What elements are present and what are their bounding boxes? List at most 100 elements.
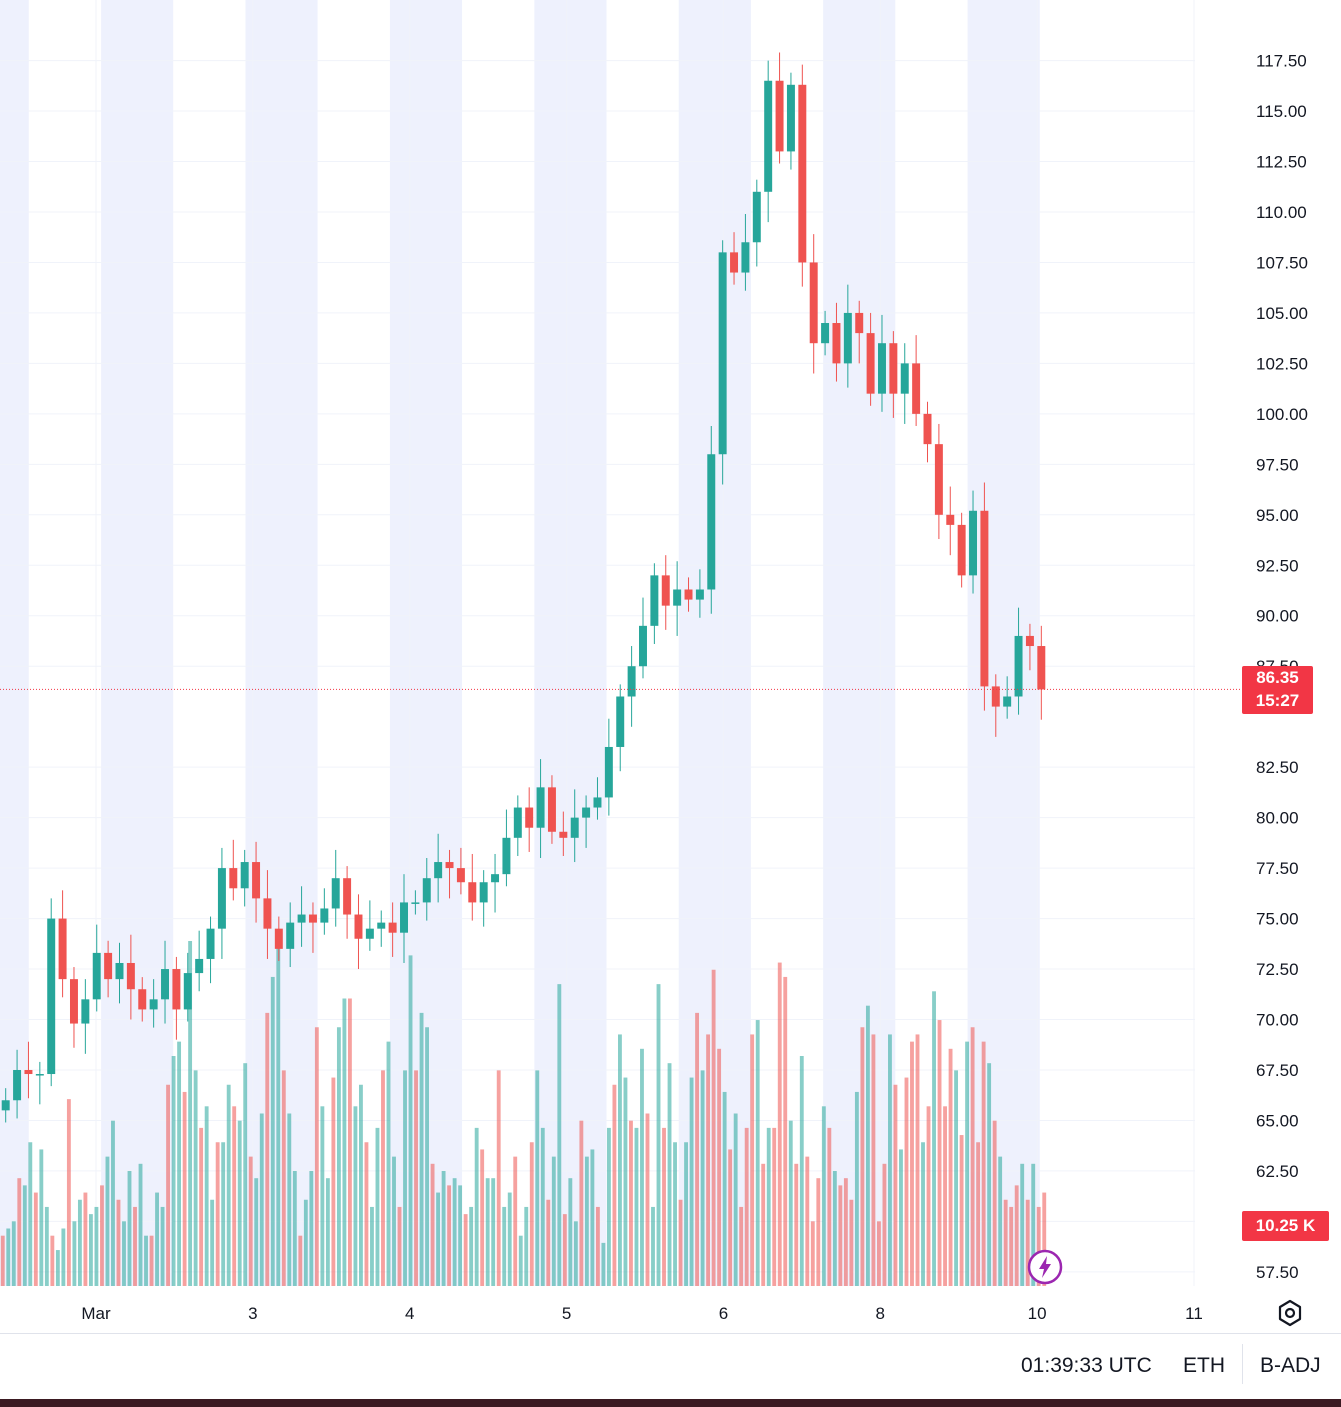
volume-bar-59 <box>325 1178 330 1286</box>
candle-14 <box>161 940 169 1024</box>
candle-21 <box>240 849 249 907</box>
volume-bar-63 <box>347 998 352 1286</box>
time-tick-1: 3 <box>248 1304 257 1323</box>
price-chart[interactable]: 117.50 115.00 112.50 110.00 107.50 105.00 102.… <box>0 0 1341 1333</box>
volume-bar-61 <box>336 1027 341 1286</box>
volume-bar-69 <box>381 1070 385 1286</box>
volume-bar-128 <box>706 1034 711 1286</box>
volume-bar-109 <box>601 1242 606 1286</box>
candle-40 <box>456 847 465 895</box>
price-tick-14: 80.00 <box>1256 809 1299 828</box>
candle-56 <box>639 597 647 679</box>
candle-76 <box>866 312 875 406</box>
candle-44 <box>502 809 511 887</box>
settings-icon[interactable] <box>1274 1297 1306 1329</box>
volume-bar-131 <box>722 1091 727 1286</box>
volume-bar-17 <box>94 1206 99 1286</box>
candle-25 <box>286 902 295 968</box>
candle-49 <box>559 811 568 856</box>
volume-bar-146 <box>805 1156 810 1286</box>
volume-bar-129 <box>711 969 716 1286</box>
volume-bar-120 <box>662 1127 666 1286</box>
candle-87 <box>991 674 1000 737</box>
volume-bar-175 <box>965 1041 970 1286</box>
candle-73 <box>832 302 841 382</box>
candle-52 <box>593 777 602 820</box>
volume-bar-140 <box>772 1127 777 1286</box>
volume-bar-45 <box>248 1156 253 1286</box>
candle-81 <box>923 401 932 463</box>
volume-bar-27 <box>149 1235 154 1286</box>
volume-bar-82 <box>452 1178 457 1286</box>
volume-bar-3 <box>17 1178 22 1286</box>
volume-bar-102 <box>562 1214 567 1286</box>
volume-bar-172 <box>948 1048 953 1286</box>
bar-countdown-label: 15:27 <box>1242 690 1313 714</box>
price-tick-9: 95.00 <box>1256 506 1299 525</box>
volume-bar-40 <box>221 1142 226 1286</box>
candle-7 <box>81 979 90 1054</box>
volume-bar-34 <box>188 941 193 1286</box>
candle-48 <box>547 775 556 844</box>
price-axis[interactable]: 117.50 115.00 112.50 110.00 107.50 105.00 102.… <box>1256 52 1308 1282</box>
price-tick-1: 115.00 <box>1256 102 1307 121</box>
volume-bar-47 <box>259 1113 264 1286</box>
candle-4 <box>47 898 56 1087</box>
volume-bar-177 <box>976 1142 981 1286</box>
volume-bar-113 <box>623 1077 628 1286</box>
candle-39 <box>445 849 454 899</box>
candle-26 <box>297 886 306 947</box>
price-tick-17: 72.50 <box>1256 960 1299 979</box>
candle-51 <box>582 795 591 848</box>
candle-33 <box>377 910 386 947</box>
candle-34 <box>388 902 397 957</box>
volume-bar-114 <box>629 1120 633 1286</box>
candle-60 <box>684 577 693 612</box>
volume-bar-174 <box>959 1135 964 1286</box>
currency-button[interactable]: ETH <box>1183 1354 1225 1377</box>
volume-bar-163 <box>899 1149 903 1286</box>
candle-31 <box>354 894 363 970</box>
price-tick-23: 57.50 <box>1256 1263 1299 1282</box>
volume-bar-173 <box>954 1070 959 1286</box>
volume-bar-178 <box>981 1041 986 1286</box>
volume-bar-71 <box>392 1156 396 1286</box>
candle-91 <box>1037 625 1046 720</box>
volume-bar-62 <box>342 998 347 1286</box>
volume-bar-22 <box>122 1221 126 1286</box>
clock-display[interactable]: 01:39:33 UTC <box>1021 1354 1152 1377</box>
volume-bar-38 <box>210 1199 215 1286</box>
candle-5 <box>58 890 67 998</box>
volume-bar-9 <box>50 1235 55 1286</box>
volume-bar-54 <box>298 1235 303 1286</box>
adjustment-button[interactable]: B-ADJ <box>1260 1354 1321 1377</box>
volume-bar-162 <box>893 1084 898 1286</box>
volume-bar-122 <box>673 1142 677 1286</box>
volume-bar-72 <box>397 1206 402 1286</box>
volume-bar-142 <box>783 976 788 1286</box>
volume-bar-46 <box>254 1178 259 1286</box>
volume-bar-84 <box>463 1214 468 1286</box>
volume-bar-96 <box>529 1142 534 1286</box>
volume-bar-97 <box>535 1070 540 1286</box>
volume-bar-0 <box>0 1235 5 1286</box>
volume-bar-167 <box>921 1142 925 1286</box>
lightning-icon[interactable] <box>1027 1249 1063 1285</box>
volume-bar-87 <box>480 1149 485 1286</box>
volume-bar-53 <box>292 1171 297 1286</box>
volume-bar-32 <box>177 1041 182 1286</box>
volume-bar-44 <box>243 1063 248 1286</box>
price-tick-21: 62.50 <box>1256 1162 1299 1181</box>
last-price-label: 86.35 <box>1242 666 1313 690</box>
volume-bar-101 <box>557 984 562 1286</box>
time-axis[interactable]: Mar 3 4 5 6 8 10 11 <box>81 1304 1202 1323</box>
candle-58 <box>661 555 670 630</box>
session-band-8 <box>534 0 607 1286</box>
candle-15 <box>172 956 181 1040</box>
price-tick-2: 112.50 <box>1256 153 1307 172</box>
price-tick-16: 75.00 <box>1256 910 1299 929</box>
toolbar-divider <box>1242 1344 1243 1384</box>
volume-bar-80 <box>441 1171 446 1286</box>
price-tick-19: 67.50 <box>1256 1061 1299 1080</box>
volume-bar-21 <box>116 1199 121 1286</box>
